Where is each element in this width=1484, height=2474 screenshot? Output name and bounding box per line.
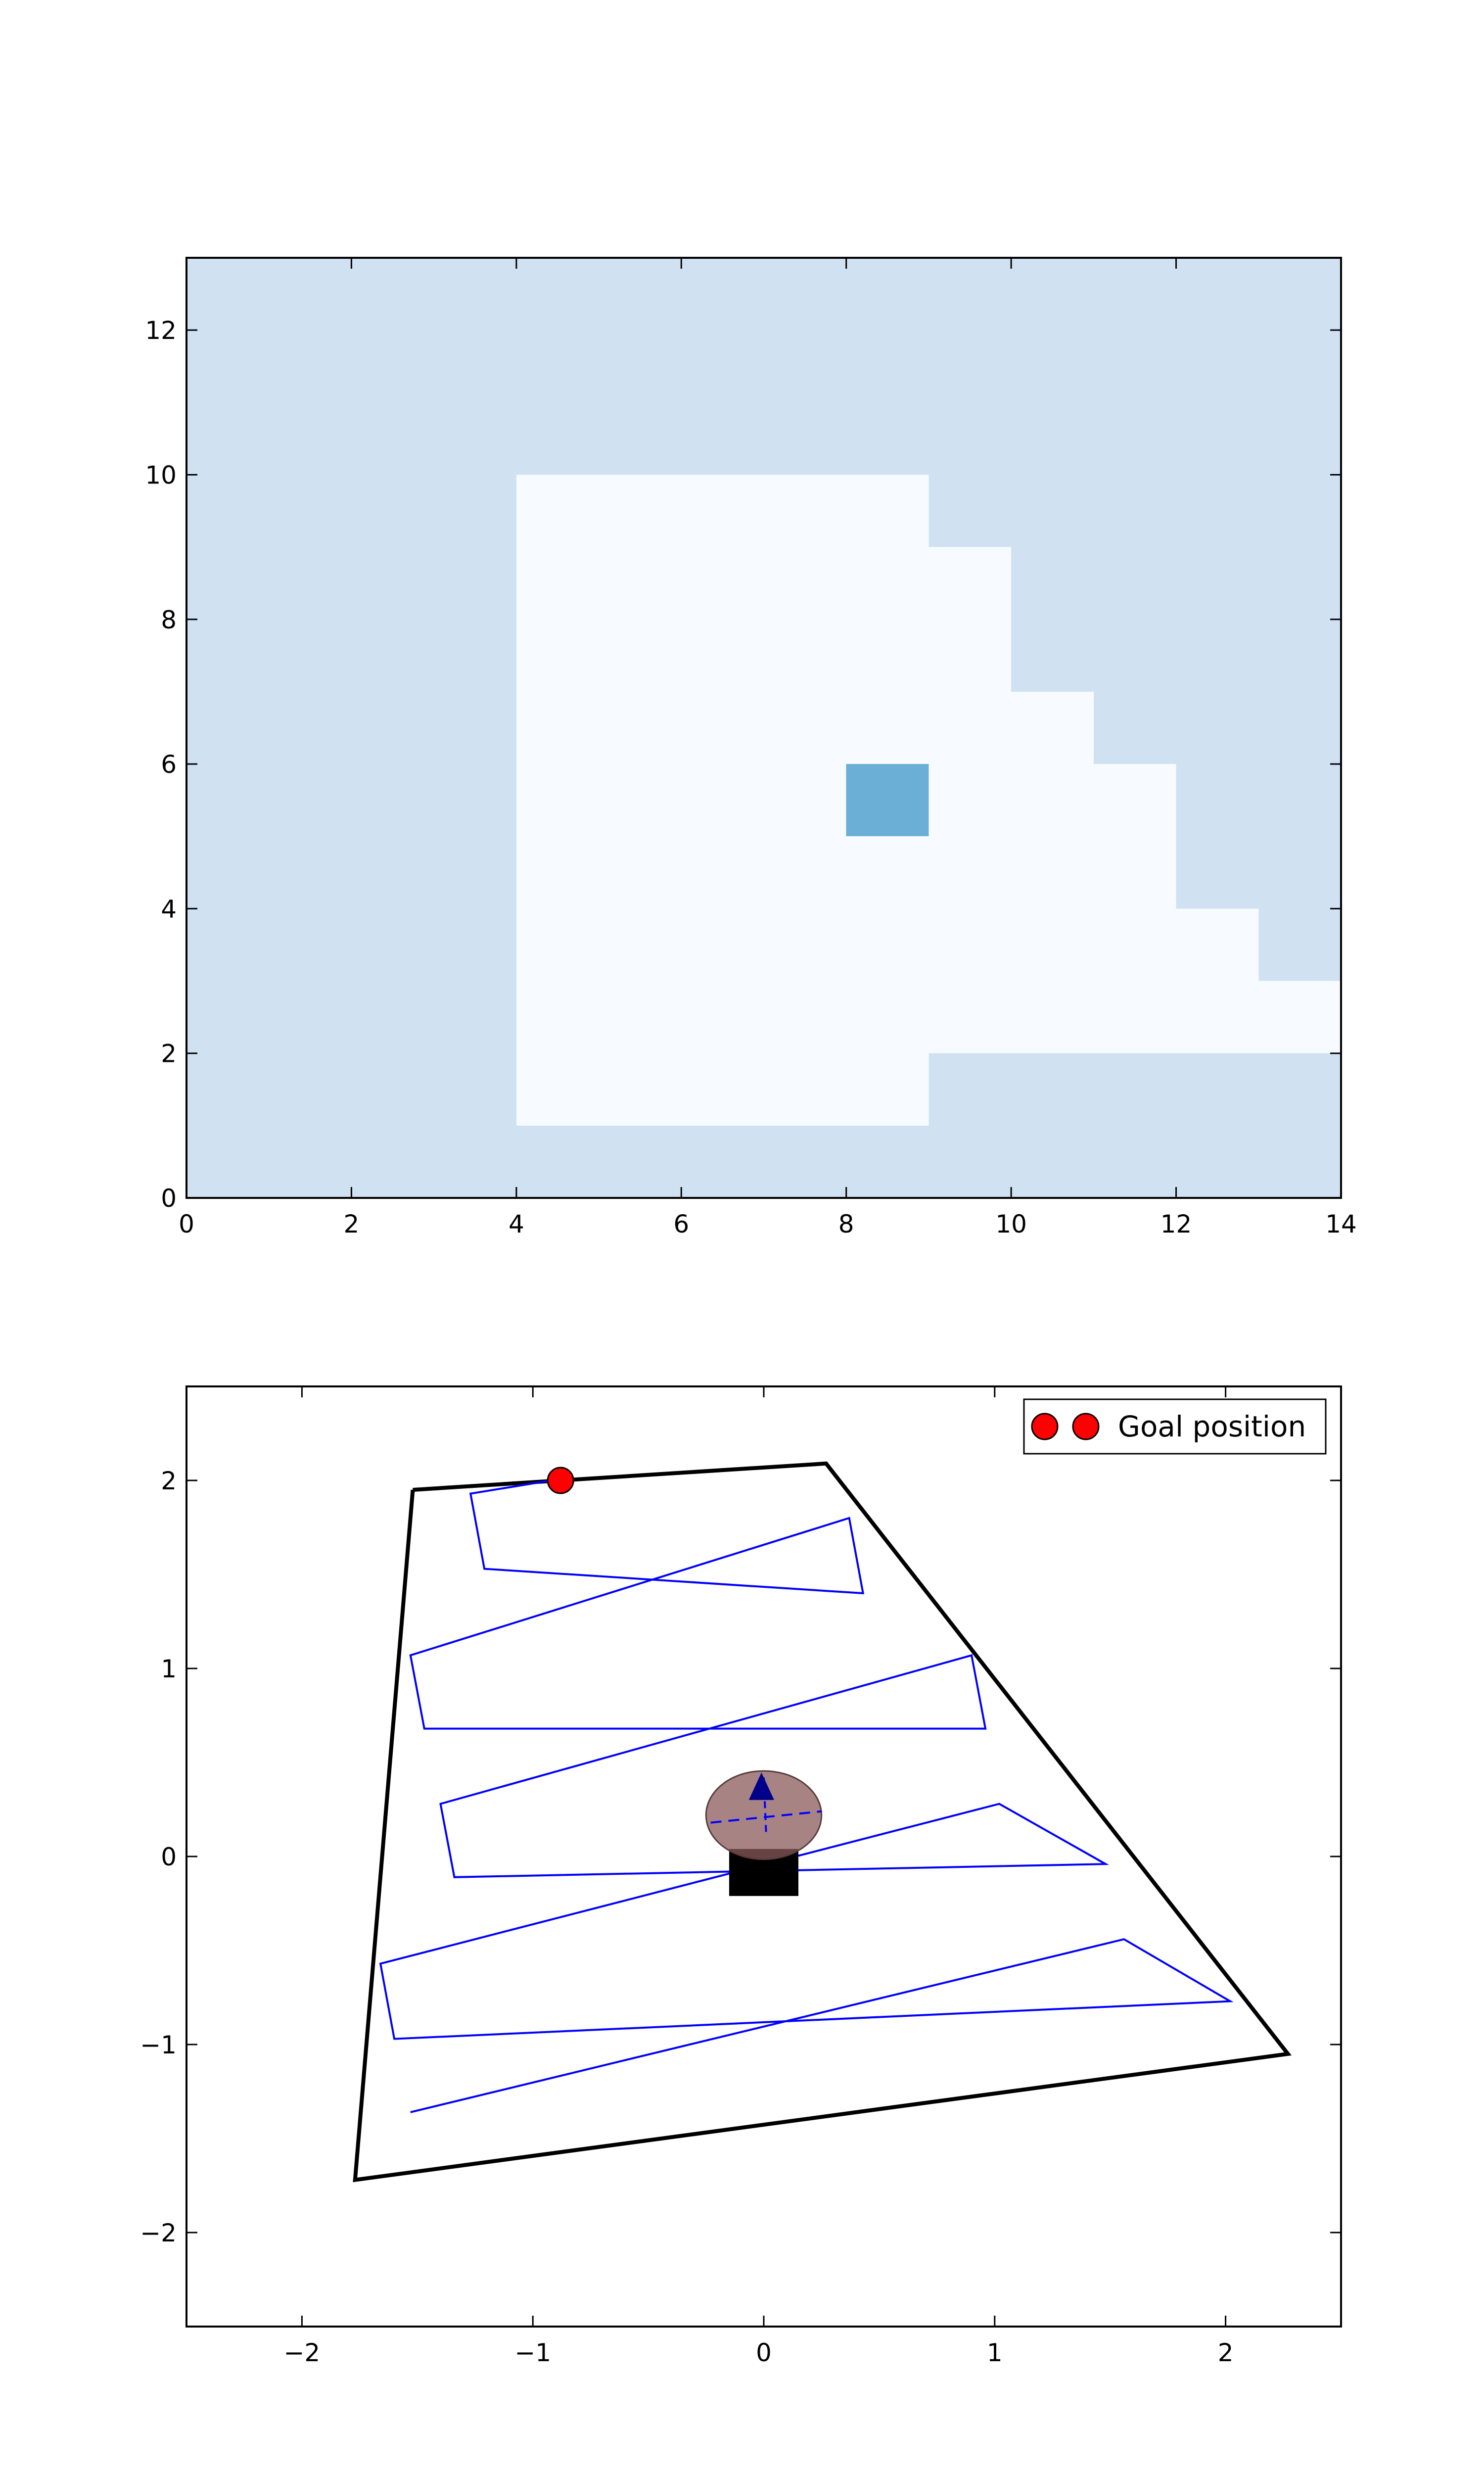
robot-heading-arrow-icon: [748, 1772, 774, 1800]
x-tick-label: 10: [995, 1210, 1027, 1238]
y-tick-label: 4: [161, 895, 177, 923]
free-cell-block: [516, 691, 1094, 764]
y-tick-label: 0: [161, 1184, 177, 1213]
y-tick-label: 2: [161, 1467, 177, 1495]
y-tick-label: 8: [161, 606, 177, 634]
free-cell-block: [516, 908, 1259, 981]
x-tick-label: −2: [284, 2338, 321, 2367]
plot-frame: [186, 1385, 1342, 2328]
y-tick-label: 10: [145, 461, 177, 489]
free-cell-block: [516, 547, 1012, 692]
robot-body: [705, 1770, 823, 1860]
x-tick-label: 0: [179, 1210, 194, 1238]
free-cell-block: [516, 981, 1341, 1053]
coverage-path-line: [379, 1479, 1234, 2113]
legend: Goal position: [1023, 1398, 1327, 1455]
heatmap-frame: [186, 257, 1342, 1199]
legend-goal-marker: [1031, 1413, 1059, 1440]
x-tick-label: −1: [514, 2338, 551, 2367]
legend-goal-marker: [1072, 1413, 1100, 1440]
x-tick-label: 2: [344, 1210, 360, 1238]
y-tick-label: −1: [140, 2031, 177, 2059]
coverage-path-plot: −2 −1 0 1 2 −2 −1 0 1 2 Goal position: [140, 1385, 1342, 2367]
x-tick-label: 8: [838, 1210, 854, 1238]
x-tick-label: 2: [1218, 2338, 1234, 2367]
field-boundary-line: [353, 1461, 1292, 2183]
goal-position-marker: [547, 1467, 574, 1494]
x-tick-label: 6: [673, 1210, 689, 1238]
x-tick-label: 14: [1325, 1210, 1357, 1238]
robot-axis-line: [763, 1777, 767, 1832]
x-tick-label: 1: [987, 2338, 1003, 2367]
free-cell-block: [516, 475, 929, 547]
y-tick-label: 6: [161, 750, 177, 779]
y-tick-label: 1: [161, 1655, 177, 1683]
x-tick-label: 12: [1160, 1210, 1192, 1238]
free-cell-block: [516, 1053, 929, 1126]
y-tick-label: 2: [161, 1040, 177, 1068]
x-tick-label: 0: [756, 2338, 772, 2367]
occupancy-heatmap: 0 2 4 6 8 10 12 14 0 2 4 6 8 10 12: [145, 257, 1357, 1238]
y-tick-label: 12: [145, 316, 177, 345]
y-tick-label: 0: [161, 1843, 177, 1871]
legend-label: Goal position: [1118, 1410, 1306, 1443]
occupied-cell: [846, 764, 929, 837]
y-tick-label: −2: [140, 2219, 177, 2247]
x-tick-label: 4: [509, 1210, 524, 1238]
